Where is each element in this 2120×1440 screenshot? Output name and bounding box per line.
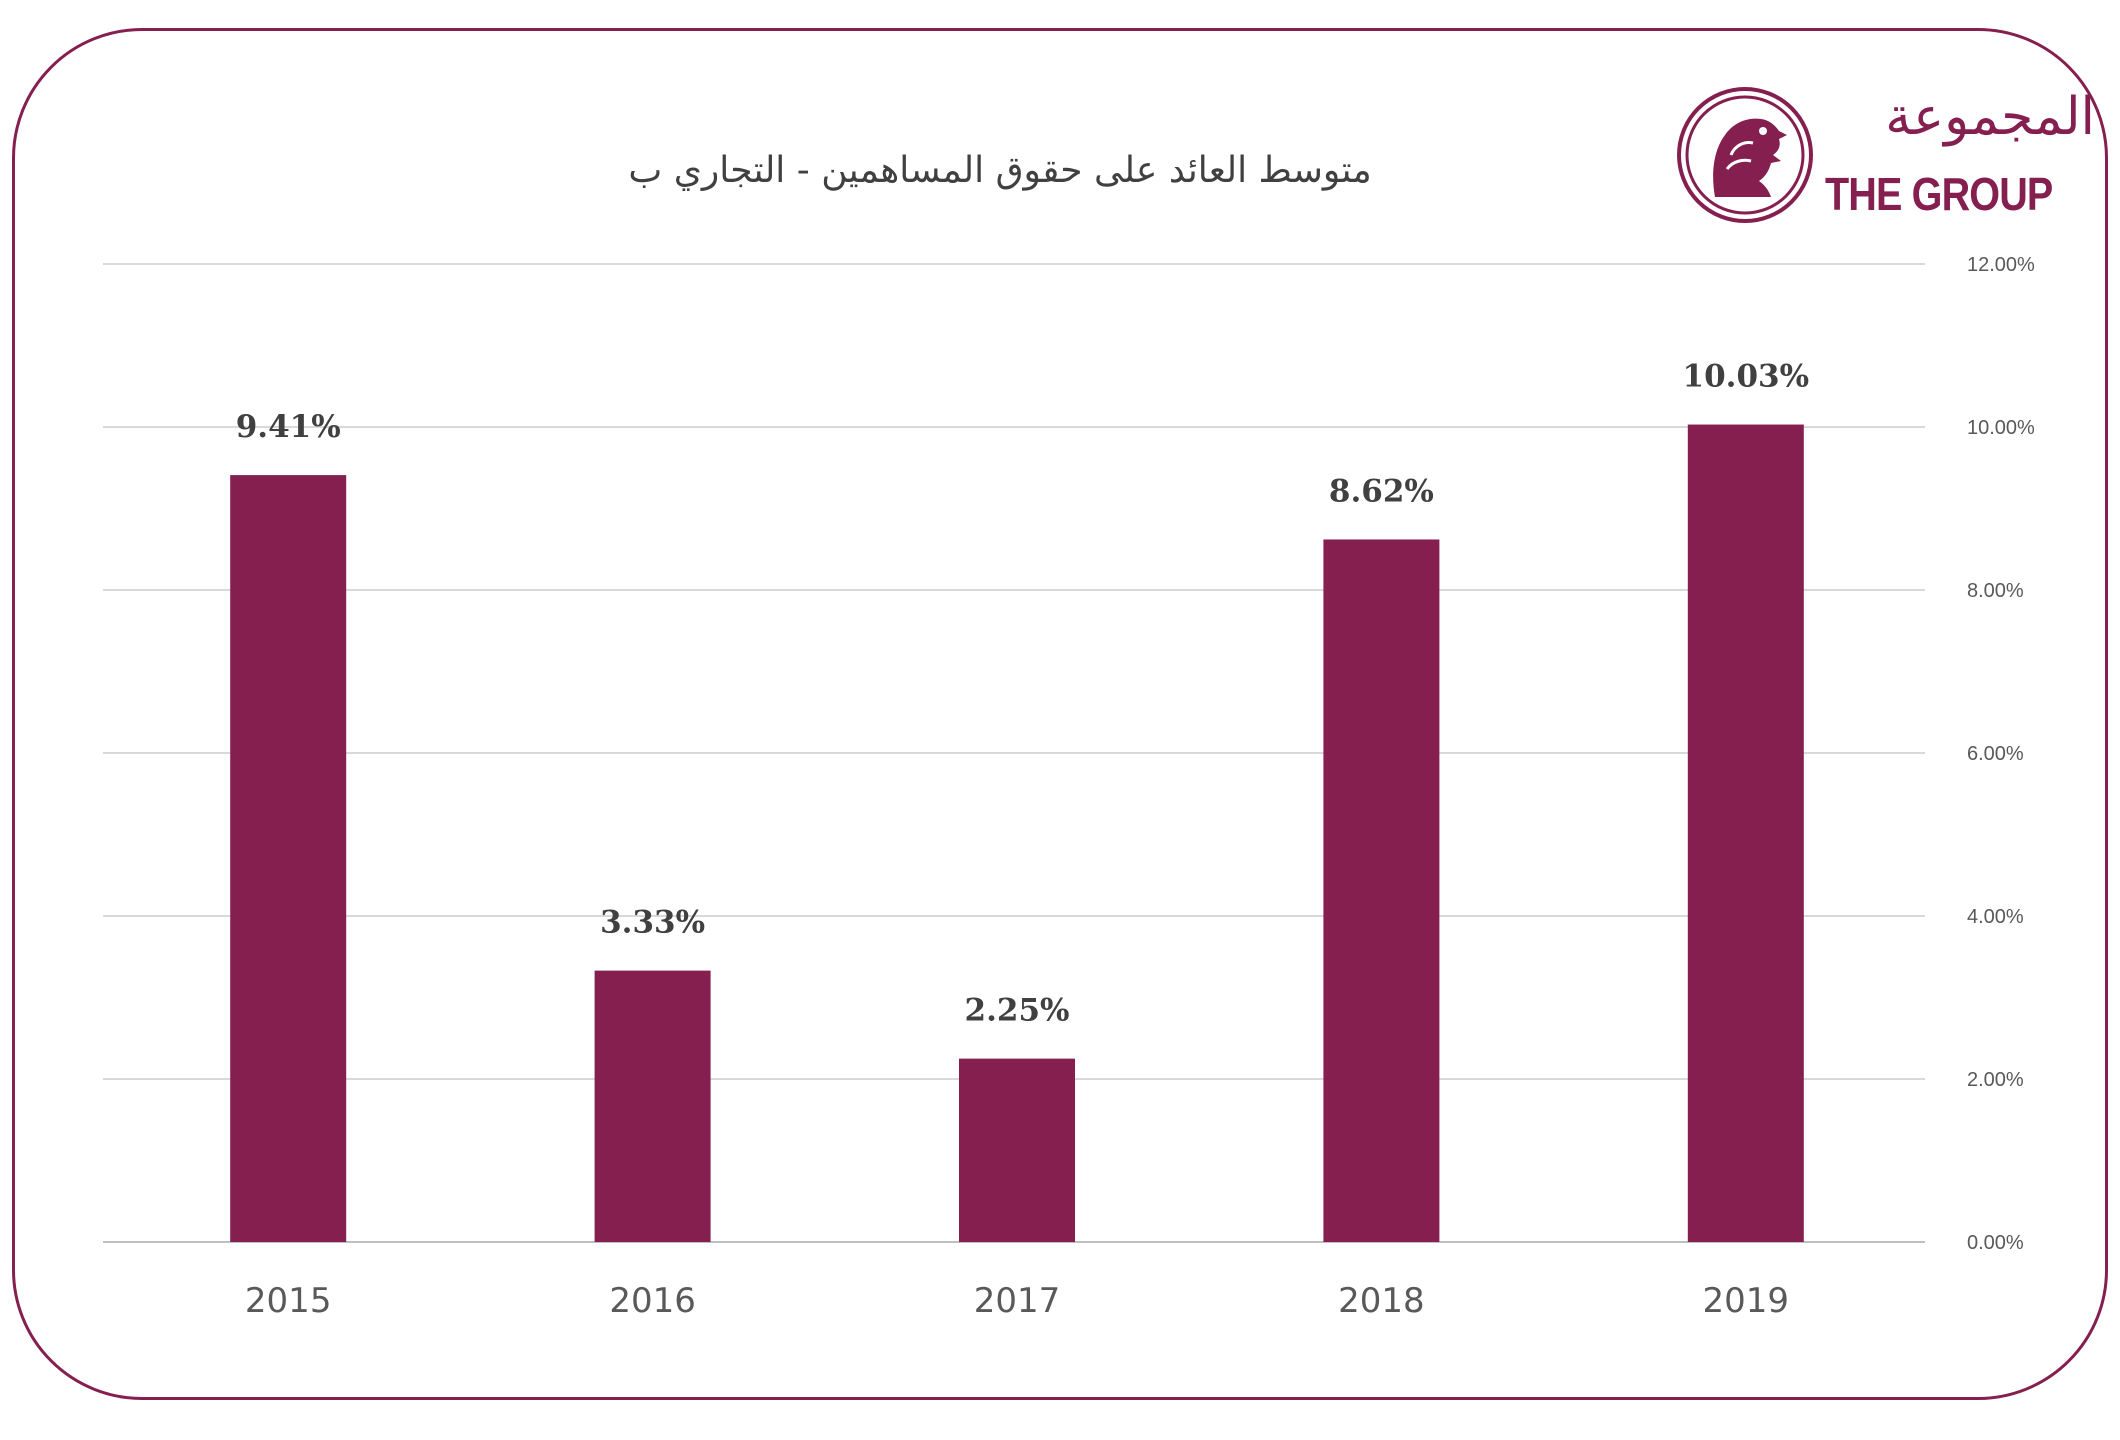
y-tick-label: 12.00% — [1967, 254, 2035, 276]
data-label-2015: 9.41% — [236, 409, 341, 445]
y-tick-label: 10.00% — [1967, 417, 2035, 439]
bar-2017 — [959, 1058, 1075, 1242]
x-category-label: 2017 — [974, 1281, 1061, 1321]
data-label-2017: 2.25% — [965, 993, 1070, 1029]
rounded-frame — [12, 28, 2108, 1400]
y-tick-label: 2.00% — [1967, 1069, 2024, 1091]
company-logo: المجموعة THE GROUP — [1675, 85, 2095, 235]
gridlines — [103, 263, 1925, 1243]
y-tick-label: 0.00% — [1967, 1232, 2024, 1254]
logo-english-text: THE GROUP — [1825, 168, 2053, 220]
x-category-label: 2019 — [1703, 1281, 1790, 1321]
bar-2018 — [1323, 539, 1440, 1242]
x-category-label: 2015 — [245, 1281, 332, 1321]
bar-2019 — [1687, 424, 1804, 1242]
y-tick-label: 8.00% — [1967, 580, 2024, 602]
data-label-2018: 8.62% — [1329, 473, 1434, 509]
data-label-2016: 3.33% — [600, 905, 705, 941]
y-tick-label: 4.00% — [1967, 906, 2024, 928]
bars — [230, 424, 1804, 1243]
chart-title: متوسط العائد على حقوق المساهمين - التجار… — [628, 150, 1372, 191]
x-category-label: 2016 — [609, 1281, 696, 1321]
x-category-label: 2018 — [1338, 1281, 1425, 1321]
logo-arabic-text: المجموعة — [1885, 87, 2095, 147]
bar-2015 — [230, 475, 347, 1243]
falcon-icon — [1677, 87, 1813, 223]
data-labels: 9.41% 3.33% 2.25% 8.62% 10.03% — [236, 359, 1809, 1029]
x-axis-category-labels: 2015 2016 2017 2018 2019 — [245, 1281, 1789, 1321]
y-axis-tick-labels: 0.00% 2.00% 4.00% 6.00% 8.00% 10.00% 12.00% — [1967, 254, 2035, 1254]
y-tick-label: 6.00% — [1967, 743, 2024, 765]
data-label-2019: 10.03% — [1683, 359, 1810, 395]
bar-2016 — [594, 970, 711, 1242]
